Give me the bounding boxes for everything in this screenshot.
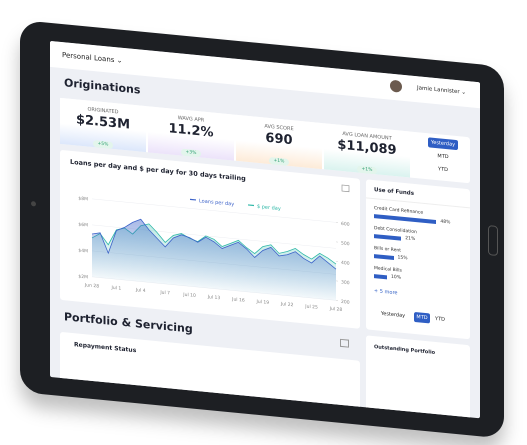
repayment-card: Repayment Status (60, 331, 360, 419)
x-tick-label: Jul 1 (111, 285, 122, 292)
fund-name: Bills or Rent (374, 246, 401, 254)
kpi-delta: +1% (268, 156, 290, 166)
period-toggle[interactable]: MTD (437, 153, 449, 161)
fund-bar (374, 214, 437, 225)
y-tick-label: $4M (78, 248, 88, 255)
line (91, 218, 337, 270)
y-tick-label: $8M (78, 196, 88, 203)
user-name: Jamie Lannister (417, 85, 460, 96)
chart-card: Loans per day and $ per day for 30 days … (60, 149, 360, 329)
y2-tick-label: 600 (341, 221, 350, 228)
fund-percent: 10% (391, 274, 402, 281)
fund-percent: 15% (397, 255, 408, 262)
x-tick-label: Jul 13 (207, 294, 221, 301)
product-name: Personal Loans (62, 51, 115, 65)
expand-icon[interactable] (340, 338, 349, 348)
kpi-delta: +3% (180, 148, 202, 158)
y2-tick-label: 200 (341, 299, 350, 306)
legend-swatch (190, 198, 196, 201)
kpi: WAVG APR 11.2% +3% (148, 106, 234, 161)
top-bar: Personal Loans ⌄ Jamie Lannister ⌄ (50, 40, 480, 109)
home-button (488, 225, 498, 257)
funds-title: Use of Funds (374, 187, 414, 197)
kpi-delta: +5% (92, 139, 114, 149)
fund-percent: 48% (440, 219, 451, 226)
y-tick-label: $6M (78, 222, 88, 229)
funds-card: Use of Funds Credit Card Refinance 48% Deb… (366, 179, 470, 340)
x-tick-label: Jul 4 (135, 287, 146, 294)
period-toggle[interactable]: Yesterday (428, 137, 458, 151)
avatar[interactable] (390, 79, 402, 93)
portfolio-title: Portfolio & Servicing (64, 310, 193, 336)
x-tick-label: Jul 16 (231, 296, 245, 303)
legend-swatch (248, 204, 254, 207)
x-tick-label: Jul 19 (256, 299, 270, 306)
x-tick-label: Jul 25 (304, 303, 318, 310)
outstanding-title: Outstanding Portfolio (374, 344, 436, 356)
chart-title: Loans per day and $ per day for 30 days … (70, 158, 246, 183)
area (92, 219, 336, 301)
section-title: Originations (64, 76, 141, 97)
camera (31, 201, 36, 207)
period-toggle[interactable]: YTD (435, 315, 445, 323)
fund-bar (374, 234, 402, 241)
kpi: ORIGINATED $2.53M +5% (60, 97, 146, 153)
kpi: AVG SCORE 690 +1% (236, 114, 322, 170)
x-tick-label: Jul 28 (329, 306, 343, 313)
more-link[interactable]: + 5 more (374, 288, 398, 297)
y2-tick-label: 300 (341, 279, 350, 286)
expand-icon[interactable] (341, 184, 350, 193)
period-toggle[interactable]: YTD (438, 166, 448, 174)
period-toggle[interactable]: Yesterday (380, 310, 406, 320)
screen: Personal Loans ⌄ Jamie Lannister ⌄ Origi… (50, 40, 480, 419)
chart: Loans per day and $ per day for 30 days … (70, 158, 350, 313)
legend-label: Loans per day (199, 198, 234, 207)
y-tick-label: $2M (78, 274, 88, 281)
fund-name: Medical Bills (374, 266, 402, 274)
x-tick-label: Jun 28 (84, 282, 99, 289)
grid-line (92, 198, 336, 223)
period-toggle[interactable]: MTD (414, 311, 430, 324)
legend-label: $ per day (257, 204, 281, 212)
x-tick-label: Jul 7 (159, 289, 170, 296)
kpi: AVG LOAN AMOUNT $11,089 +1% (324, 123, 410, 178)
product-menu[interactable]: Personal Loans ⌄ (62, 51, 123, 65)
fund-bar (374, 274, 387, 280)
user-menu[interactable]: Jamie Lannister ⌄ (417, 85, 466, 96)
repayment-title: Repayment Status (74, 341, 137, 355)
x-tick-label: Jul 22 (280, 301, 294, 308)
fund-percent: 21% (405, 236, 416, 243)
kpi-delta: +1% (356, 165, 378, 175)
y2-tick-label: 500 (341, 240, 350, 247)
tablet: Personal Loans ⌄ Jamie Lannister ⌄ Origi… (20, 20, 504, 439)
fund-bar (374, 254, 394, 260)
outstanding-card: Outstanding Portfolio (366, 335, 470, 419)
x-tick-label: Jul 10 (182, 292, 196, 299)
y2-tick-label: 400 (341, 260, 350, 267)
